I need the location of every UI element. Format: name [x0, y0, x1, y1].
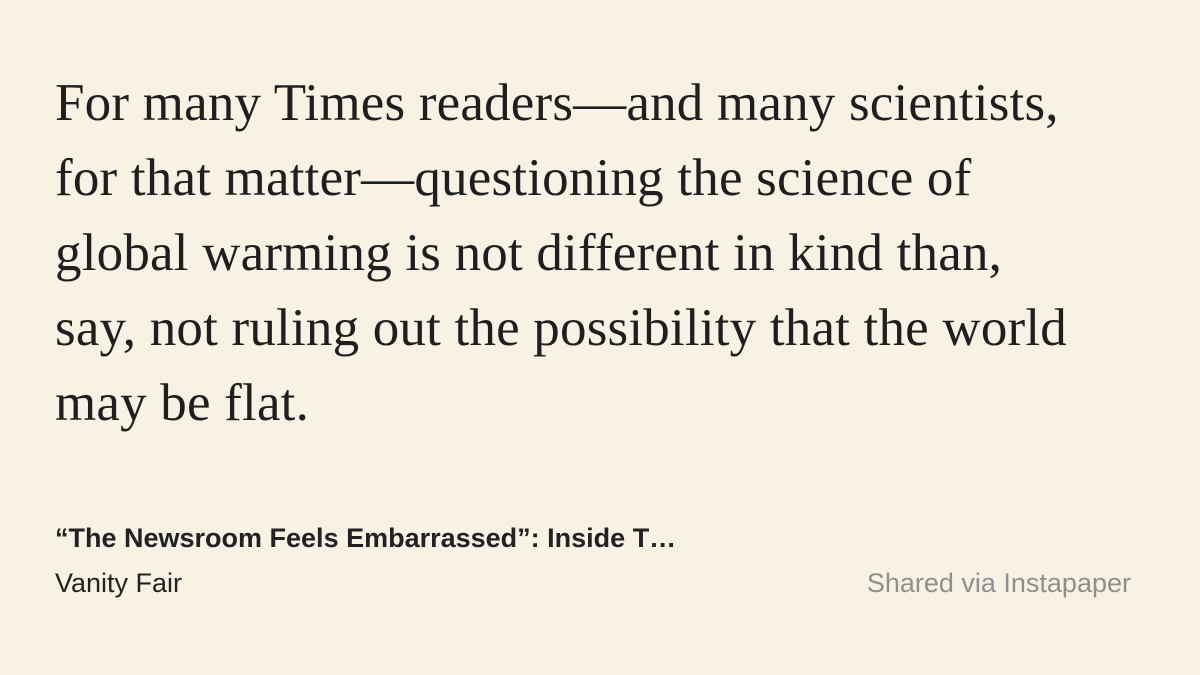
quote-line: for that matter—questioning the science …	[55, 149, 972, 207]
quote-line: global warming is not different in kind …	[55, 224, 1003, 282]
quote-line: say, not ruling out the possibility that…	[55, 299, 1068, 357]
article-source: Vanity Fair	[55, 568, 183, 598]
quote-line: may be flat.	[55, 374, 310, 432]
quote-line: For many Times readers—and many scientis…	[55, 74, 1059, 132]
highlighted-quote: For many Times readers—and many scientis…	[55, 66, 1155, 441]
article-title: “The Newsroom Feels Embarrassed”: Inside…	[55, 523, 677, 553]
shared-via-label: Shared via Instapaper	[866, 568, 1131, 598]
